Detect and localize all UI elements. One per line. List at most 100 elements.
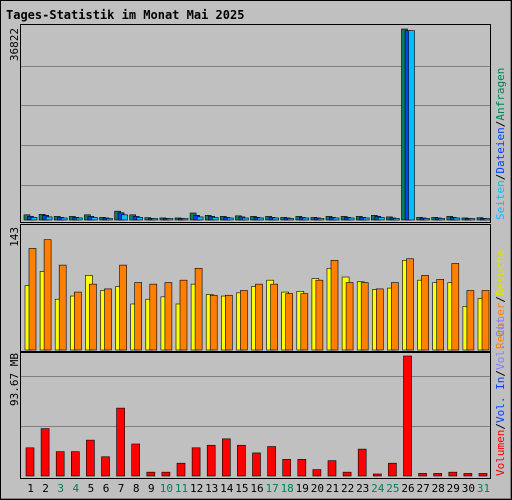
x-tick-label: 24 [371, 482, 385, 495]
x-tick-label: 28 [432, 482, 445, 495]
panel-visits-frame [20, 224, 491, 352]
legend-sep-2: / [494, 121, 507, 128]
bar-seiten [302, 217, 310, 221]
bar-volumen [418, 473, 427, 477]
panel-volume [20, 352, 491, 479]
bar-volumen [176, 462, 186, 477]
chart-title: Tages-Statistik im Monat Mai 2025 [6, 8, 244, 22]
bar-rechner [481, 290, 490, 351]
legend-volume: Volumen/Vol. In/Vol. Out [494, 317, 507, 476]
panel-visits-bars [24, 239, 490, 351]
x-tick-label: 7 [118, 482, 125, 495]
x-tick-label: 8 [133, 482, 140, 495]
bar-rechner [104, 288, 112, 351]
bar-seiten [317, 218, 325, 221]
hits-ymax-label: 36822 [8, 28, 21, 61]
x-tick-label: 1 [27, 482, 34, 495]
bar-rechner [360, 282, 369, 351]
panel-hits [20, 24, 491, 223]
bar-volumen [55, 451, 65, 477]
bar-rechner [315, 279, 324, 351]
bar-rechner [225, 294, 233, 351]
bar-seiten [45, 216, 53, 221]
bar-seiten [393, 218, 400, 221]
bar-volumen [161, 471, 171, 477]
bar-rechner [345, 282, 354, 351]
bar-seiten [227, 217, 234, 221]
bar-volumen [116, 407, 125, 477]
bar-rechner [391, 282, 399, 351]
bar-volumen [403, 355, 412, 477]
x-tick-label: 19 [296, 482, 309, 495]
x-tick-label: 2 [42, 482, 49, 495]
x-tick-label: 13 [205, 482, 218, 495]
panel-visits [20, 224, 491, 352]
bar-rechner [134, 282, 142, 351]
x-tick-label: 30 [462, 482, 475, 495]
legend-sep-4: / [494, 423, 507, 430]
bar-volumen [252, 452, 261, 477]
legend-besuche: Besuche [494, 250, 507, 296]
visits-ymax-label: 143 [8, 227, 21, 247]
bar-volumen [478, 473, 488, 477]
bar-seiten [362, 217, 370, 221]
panel-hits-bars [23, 28, 491, 221]
bar-rechner [164, 282, 173, 351]
x-tick-label: 25 [386, 482, 399, 495]
legend-dateien: Dateien [494, 127, 507, 173]
bar-rechner [74, 291, 82, 351]
bar-seiten [121, 214, 128, 221]
bar-volumen [191, 447, 201, 477]
x-tick-label: 17 [265, 482, 278, 495]
x-tick-label: 29 [447, 482, 460, 495]
bar-volumen [222, 438, 231, 477]
bar-volumen [40, 428, 50, 477]
bar-rechner [43, 239, 52, 351]
x-tick-label: 15 [235, 482, 248, 495]
bar-rechner [179, 279, 188, 351]
bar-rechner [330, 260, 339, 351]
bar-volumen [463, 473, 473, 477]
bar-volumen [433, 473, 443, 477]
bar-volumen [372, 473, 382, 477]
bar-seiten [181, 218, 189, 221]
x-tick-label: 9 [148, 482, 155, 495]
bar-rechner [149, 283, 158, 351]
x-tick-label: 26 [401, 482, 414, 495]
bar-volumen [357, 448, 367, 477]
bar-seiten [377, 217, 385, 221]
bar-volumen [327, 460, 337, 477]
bar-rechner [436, 279, 445, 351]
bar-seiten [423, 218, 430, 221]
bar-volumen [342, 471, 352, 477]
legend-sep-3: / [494, 296, 507, 303]
bar-seiten [257, 217, 264, 221]
legend-vol-in: Vol. In [494, 377, 507, 423]
bar-rechner [28, 248, 37, 351]
bar-rechner [119, 264, 127, 351]
legend-sep-5: / [494, 370, 507, 377]
bar-volumen [71, 451, 80, 477]
legend-visits: Rechner/Besuche [494, 250, 507, 349]
bar-seiten [347, 217, 355, 221]
bar-seiten [76, 217, 83, 221]
bar-seiten [287, 218, 295, 221]
bar-rechner [240, 290, 248, 351]
bar-seiten [483, 218, 491, 221]
x-tick-label: 20 [311, 482, 324, 495]
bar-seiten [332, 217, 340, 221]
bar-seiten [272, 217, 279, 221]
bar-seiten [151, 218, 159, 221]
x-tick-label: 23 [356, 482, 369, 495]
x-tick-label: 14 [220, 482, 234, 495]
x-tick-label: 22 [341, 482, 354, 495]
legend-anfragen: Anfragen [494, 68, 507, 121]
bar-volumen [86, 439, 95, 477]
x-tick-label: 10 [160, 482, 173, 495]
bar-rechner [466, 290, 475, 351]
x-tick-label: 18 [281, 482, 294, 495]
legend-rechner: Rechner [494, 302, 507, 349]
bar-seiten [60, 217, 68, 221]
volume-ymax-label: 93.67 MB [8, 353, 21, 406]
bar-rechner [255, 283, 263, 351]
